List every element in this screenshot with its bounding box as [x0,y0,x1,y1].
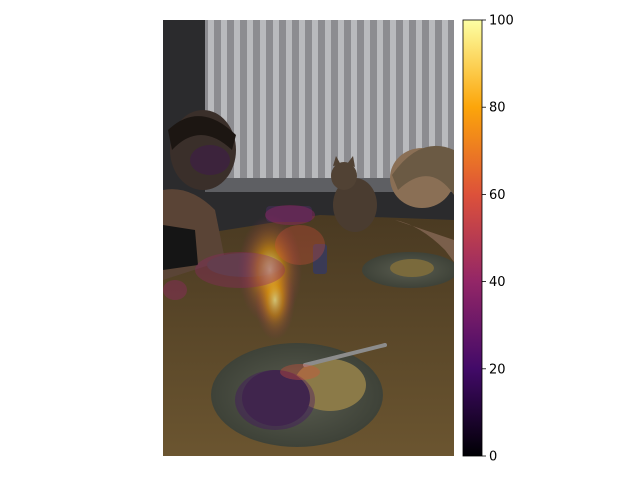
blind-slat [208,20,214,180]
blind-slat [403,20,409,180]
colorbar-gradient [463,20,482,456]
window-blinds [205,20,454,192]
blind-slat [442,20,448,180]
blind-slat [338,20,344,180]
blind-slat [286,20,292,180]
colorbar-tick-label: 80 [489,101,506,116]
blind-slat [312,20,318,180]
colorbar: 0 20 40 60 80 100 [462,14,514,465]
blind-slat [273,20,279,180]
colorbar-ticks: 0 20 40 60 80 100 [482,14,514,465]
blind-slat [299,20,305,180]
blind-slat [416,20,422,180]
colorbar-tick-label: 20 [489,362,506,377]
photo-panel [163,20,454,456]
blind-slat [429,20,435,180]
blind-slat [377,20,383,180]
blind-slat [260,20,266,180]
colorbar-tick-label: 0 [489,450,497,465]
blind-slat [247,20,253,180]
salt-shaker [313,244,327,274]
colorbar-tick-label: 40 [489,275,506,290]
cat [331,156,377,232]
plate-front [211,343,387,447]
colorbar-frame [462,19,483,457]
blind-slat [325,20,331,180]
heatmap-overlay [163,145,325,430]
blind-slat [221,20,227,180]
colorbar-tick-label: 100 [489,14,514,29]
person-right [390,145,454,262]
blind-slat [390,20,396,180]
blind-slat [364,20,370,180]
colorbar-tick-label: 60 [489,188,506,203]
blind-slat [351,20,357,180]
person-left [163,110,236,280]
blind-slat [234,20,240,180]
